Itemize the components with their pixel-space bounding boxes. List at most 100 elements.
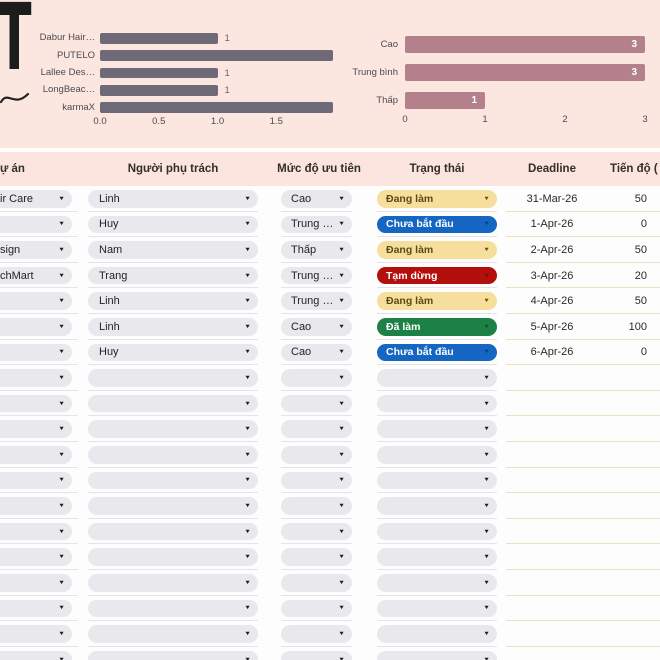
person-select[interactable]: ▼ <box>88 522 258 541</box>
priority-select[interactable]: Cao ▼ <box>281 343 352 362</box>
dropdown-arrow-icon: ▼ <box>338 579 345 586</box>
status-select[interactable]: ▼ <box>377 471 497 490</box>
status-select[interactable]: Đang làm ▼ <box>377 190 497 208</box>
project-select[interactable]: ▼ <box>0 215 72 234</box>
status-cell-text: Chưa bắt đầu <box>386 218 454 231</box>
deadline-cell[interactable]: 6-Apr-26 <box>530 346 574 359</box>
person-select[interactable]: ▼ <box>88 369 258 387</box>
status-select[interactable]: ▼ <box>377 497 497 515</box>
progress-cell[interactable]: 50 <box>634 243 647 256</box>
deadline-cell[interactable]: 5-Apr-26 <box>530 320 574 333</box>
person-select[interactable]: ▼ <box>88 497 258 515</box>
progress-cell[interactable]: 50 <box>634 295 647 308</box>
project-select[interactable]: ▼ <box>0 650 72 660</box>
project-select[interactable]: ▼ <box>0 420 72 438</box>
priority-select[interactable]: ▼ <box>281 625 352 643</box>
project-select[interactable]: ▼ <box>0 318 72 336</box>
priority-select[interactable]: ▼ <box>281 599 352 618</box>
priority-select[interactable]: Cao ▼ <box>281 318 352 336</box>
progress-cell[interactable]: 50 <box>634 192 647 205</box>
priority-select[interactable]: ▼ <box>281 574 352 592</box>
status-select[interactable]: ▼ <box>377 369 497 387</box>
person-select[interactable]: Linh ▼ <box>88 292 258 310</box>
status-select[interactable]: Chưa bắt đầu ▼ <box>377 215 497 234</box>
project-select[interactable]: chMart ▼ <box>0 266 72 285</box>
status-select[interactable]: ▼ <box>377 599 497 618</box>
person-select[interactable]: ▼ <box>88 599 258 618</box>
project-select[interactable]: ▼ <box>0 394 72 413</box>
status-select[interactable]: ▼ <box>377 446 497 464</box>
person-select[interactable]: ▼ <box>88 574 258 592</box>
priority-select[interactable]: Trung … ▼ <box>281 266 352 285</box>
status-select[interactable]: Chưa bắt đầu ▼ <box>377 343 497 362</box>
project-select[interactable]: ir Care ▼ <box>0 190 72 208</box>
project-select[interactable]: ▼ <box>0 497 72 515</box>
deadline-cell[interactable]: 2-Apr-26 <box>530 243 574 256</box>
status-select[interactable]: ▼ <box>377 548 497 566</box>
priority-select[interactable]: ▼ <box>281 471 352 490</box>
person-select[interactable]: Trang ▼ <box>88 266 258 285</box>
project-select[interactable]: ▼ <box>0 446 72 464</box>
person-select[interactable]: Linh ▼ <box>88 318 258 336</box>
progress-cell[interactable]: 0 <box>640 218 647 231</box>
priority-select[interactable]: ▼ <box>281 548 352 566</box>
status-select[interactable]: Đang làm ▼ <box>377 241 497 259</box>
priority-select[interactable]: Cao ▼ <box>281 190 352 208</box>
person-select[interactable]: ▼ <box>88 394 258 413</box>
priority-select[interactable]: Thấp ▼ <box>281 241 352 259</box>
status-select[interactable]: Đang làm ▼ <box>377 292 497 310</box>
priority-select[interactable]: ▼ <box>281 497 352 515</box>
progress-cell[interactable]: 20 <box>634 269 647 282</box>
project-select[interactable]: ▼ <box>0 369 72 387</box>
status-select[interactable]: ▼ <box>377 650 497 660</box>
status-select[interactable]: ▼ <box>377 394 497 413</box>
project-select[interactable]: ▼ <box>0 599 72 618</box>
table-row-empty: ▼ ▼ ▼ ▼ <box>0 647 660 660</box>
project-cell-text: sign <box>0 243 21 256</box>
person-select[interactable]: Linh ▼ <box>88 190 258 208</box>
person-select[interactable]: Huy ▼ <box>88 343 258 362</box>
project-select[interactable]: ▼ <box>0 625 72 643</box>
status-select[interactable]: ▼ <box>377 420 497 438</box>
person-select[interactable]: ▼ <box>88 446 258 464</box>
priority-select[interactable]: ▼ <box>281 650 352 660</box>
progress-cell[interactable]: 100 <box>628 320 647 333</box>
priority-select[interactable]: ▼ <box>281 394 352 413</box>
project-select[interactable]: ▼ <box>0 292 72 310</box>
status-select[interactable]: Đã làm ▼ <box>377 318 497 336</box>
status-select[interactable]: ▼ <box>377 625 497 643</box>
person-select[interactable]: Nam ▼ <box>88 241 258 259</box>
deadline-cell[interactable]: 4-Apr-26 <box>530 295 574 308</box>
status-select[interactable]: ▼ <box>377 522 497 541</box>
table-row-empty: ▼ ▼ ▼ ▼ <box>0 621 660 647</box>
priority-select[interactable]: ▼ <box>281 446 352 464</box>
status-select[interactable]: Tạm dừng ▼ <box>377 266 497 285</box>
person-select[interactable]: ▼ <box>88 650 258 660</box>
project-select[interactable]: ▼ <box>0 548 72 566</box>
person-select[interactable]: ▼ <box>88 548 258 566</box>
project-select[interactable]: ▼ <box>0 471 72 490</box>
priority-select[interactable]: Trung … ▼ <box>281 215 352 234</box>
priority-select[interactable]: ▼ <box>281 522 352 541</box>
deadline-cell[interactable]: 31-Mar-26 <box>526 192 578 205</box>
deadline-cell[interactable]: 3-Apr-26 <box>530 269 574 282</box>
person-select[interactable]: ▼ <box>88 625 258 643</box>
table-header-row: ự án Người phụ trách Mức độ ưu tiên Trạng t… <box>0 152 660 186</box>
priority-select[interactable]: ▼ <box>281 369 352 387</box>
deadline-cell[interactable]: 1-Apr-26 <box>530 218 574 231</box>
person-select[interactable]: ▼ <box>88 471 258 490</box>
person-select[interactable]: Huy ▼ <box>88 215 258 234</box>
project-select[interactable]: ▼ <box>0 343 72 362</box>
priority-select[interactable]: Trung … ▼ <box>281 292 352 310</box>
priority-select[interactable]: ▼ <box>281 420 352 438</box>
dropdown-arrow-icon: ▼ <box>244 503 251 509</box>
person-select[interactable]: ▼ <box>88 420 258 438</box>
project-select[interactable]: sign ▼ <box>0 241 72 259</box>
row-separator <box>0 594 78 596</box>
progress-cell[interactable]: 0 <box>640 346 647 359</box>
project-select[interactable]: ▼ <box>0 522 72 541</box>
row-separator <box>281 492 352 494</box>
row-separator <box>88 415 258 417</box>
status-select[interactable]: ▼ <box>377 574 497 592</box>
project-select[interactable]: ▼ <box>0 574 72 592</box>
